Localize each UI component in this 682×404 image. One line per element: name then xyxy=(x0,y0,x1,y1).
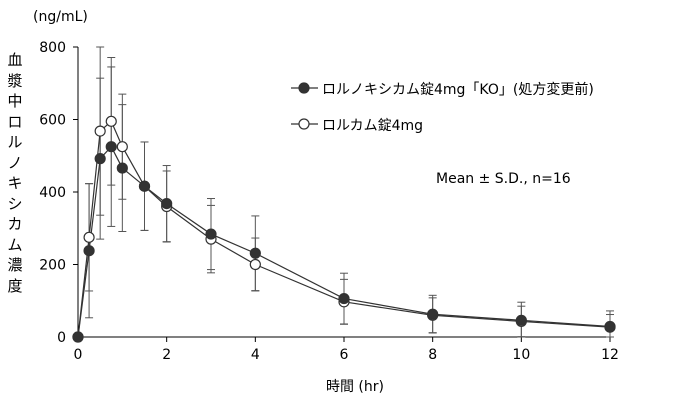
x-tick-label: 6 xyxy=(340,347,349,363)
data-point-series-1 xyxy=(338,292,350,305)
y-axis-label-char: 中 xyxy=(7,92,23,110)
data-point-series-1 xyxy=(94,153,106,165)
data-point-series-1 xyxy=(427,308,439,320)
data-point-series-1 xyxy=(205,228,217,240)
y-axis-label-char: カ xyxy=(7,215,23,233)
x-axis-label: 時間 (hr) xyxy=(325,379,384,395)
y-tick-label: 800 xyxy=(39,40,66,56)
y-axis-label-char: 度 xyxy=(7,276,23,295)
y-axis-label-char: 漿 xyxy=(7,71,23,90)
annotation-mean-sd: Mean ± S.D., n=16 xyxy=(436,171,571,187)
data-point-series-2 xyxy=(94,125,106,137)
x-tick-label: 4 xyxy=(251,347,260,363)
data-point-series-1 xyxy=(83,245,95,257)
data-point-series-2 xyxy=(116,141,128,153)
y-axis-label-char: シ xyxy=(7,194,23,213)
data-point-series-2 xyxy=(249,258,261,271)
data-point-series-2 xyxy=(105,115,117,127)
legend-label-series-2: ロルカム錠4mg xyxy=(322,118,424,134)
series-markers xyxy=(72,115,616,343)
y-unit-label: (ng/mL) xyxy=(33,9,88,25)
data-point-series-1 xyxy=(116,162,128,174)
y-axis-label-char: 血 xyxy=(7,51,23,69)
data-point-series-1 xyxy=(138,180,151,192)
data-point-series-1 xyxy=(161,198,173,210)
x-tick-label: 0 xyxy=(74,347,83,363)
y-tick-label: 200 xyxy=(39,258,66,274)
data-point-series-1 xyxy=(105,141,117,153)
legend-symbol-series-2 xyxy=(291,118,318,130)
axes: 0 200 400 600 800 0 2 4 6 8 10 12 xyxy=(39,40,619,363)
data-point-series-1 xyxy=(515,314,527,326)
y-axis-label-char: ロ xyxy=(7,112,23,131)
legend-symbols xyxy=(291,82,318,130)
legend-symbol-series-1 xyxy=(291,82,318,94)
y-tick-label: 600 xyxy=(39,113,66,129)
y-axis-label-char: ノ xyxy=(7,153,23,172)
y-axis-label-char: 濃 xyxy=(7,256,23,274)
x-tick-label: 8 xyxy=(428,347,437,363)
y-axis-label-char: キ xyxy=(7,174,23,192)
data-point-series-2 xyxy=(83,231,95,243)
x-tick-label: 2 xyxy=(162,347,171,363)
y-axis-label-char: ル xyxy=(7,133,23,151)
data-point-series-1 xyxy=(72,331,84,343)
y-axis-label-char: ム xyxy=(7,235,23,254)
legend-label-series-1: ロルノキシカム錠4mg「KO」(処方変更前) xyxy=(322,82,594,98)
y-axis-label: 血漿中ロルノキシカム濃度 xyxy=(6,50,24,296)
data-point-series-1 xyxy=(249,247,261,259)
data-point-series-1 xyxy=(604,320,616,333)
y-tick-label: 400 xyxy=(39,185,66,201)
x-tick-label: 12 xyxy=(601,347,619,363)
x-tick-label: 10 xyxy=(512,347,530,363)
y-tick-label: 0 xyxy=(57,330,66,346)
